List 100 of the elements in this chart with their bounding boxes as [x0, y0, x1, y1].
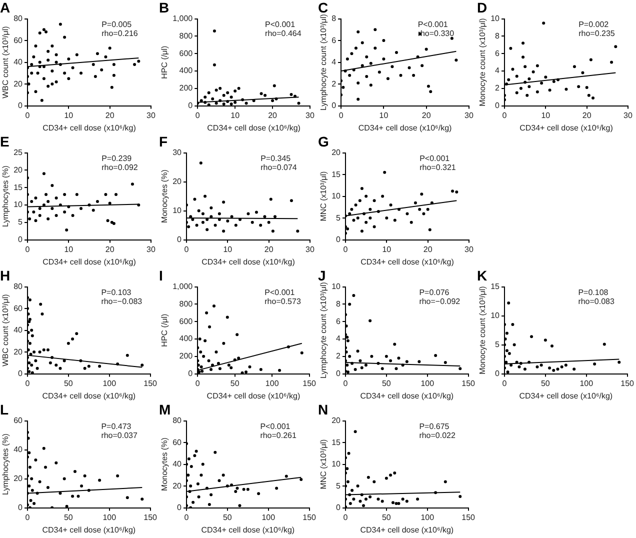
annotation: rho=−0.083 — [101, 297, 143, 306]
y-tick-label: 8 — [336, 299, 342, 308]
chart-title: B — [159, 0, 170, 16]
x-tick-label: 0 — [25, 378, 30, 388]
chart-title: D — [477, 0, 488, 16]
y-tick-label: 2 — [336, 352, 342, 361]
y-tick-label: 10 — [490, 14, 500, 24]
x-tick-label: 150 — [144, 378, 158, 388]
y-tick-label: 15 — [332, 438, 342, 447]
y-tick-label: 0 — [18, 235, 24, 244]
x-tick-label: 10 — [230, 110, 240, 120]
x-tick-label: 0 — [502, 110, 508, 120]
x-tick-label: 30 — [306, 110, 315, 120]
y-tick-label: 40 — [172, 460, 182, 469]
x-tick-label: 10 — [382, 244, 392, 254]
y-tick-label: 40 — [14, 326, 24, 335]
annotation: rho=0.235 — [578, 29, 616, 38]
x-tick-label: 0 — [195, 378, 200, 388]
y-tick-label: 10 — [332, 460, 342, 469]
chart-title: N — [318, 401, 328, 418]
x-tick-label: 0 — [343, 244, 348, 254]
y-tick-label: 20 — [14, 79, 24, 88]
y-tick-label: 0 — [336, 235, 342, 244]
chart-title: E — [0, 133, 10, 150]
x-tick-label: 0 — [195, 110, 200, 120]
y-tick-label: 0 — [18, 101, 24, 110]
y-tick-label: 0 — [336, 503, 342, 512]
y-tick-label: 15 — [14, 182, 24, 192]
y-tick-label: 0 — [177, 503, 182, 512]
x-axis-title: CD34+ cell dose (x10⁶/kg) — [520, 123, 614, 132]
x-axis-title: CD34+ cell dose (x10⁶/kg) — [42, 525, 136, 534]
x-tick-label: 50 — [64, 378, 74, 388]
annotation: rho=0.573 — [264, 297, 302, 306]
x-tick-label: 100 — [580, 378, 594, 388]
annotation: P=0.076 — [419, 288, 450, 298]
y-tick-label: 0 — [495, 369, 500, 378]
annotation: P<0.001 — [260, 422, 291, 432]
y-tick-label: 10 — [14, 200, 24, 210]
y-tick-label: 20 — [172, 177, 182, 186]
y-tick-label: 25 — [14, 148, 24, 158]
annotation: P=0.108 — [578, 288, 609, 298]
annotation: rho=0.022 — [419, 431, 456, 440]
y-tick-label: 5 — [495, 340, 500, 350]
y-tick-label: 6 — [332, 36, 337, 45]
x-tick-label: 50 — [230, 378, 240, 388]
y-tick-label: 0 — [18, 503, 24, 512]
x-tick-label: 30 — [146, 244, 156, 254]
y-tick-label: 0 — [188, 369, 194, 378]
annotation: P=0.005 — [102, 20, 132, 30]
x-tick-label: 20 — [264, 244, 274, 254]
annotation: P=0.675 — [419, 422, 450, 432]
y-tick-label: 10 — [332, 192, 342, 201]
x-tick-label: 20 — [422, 110, 432, 120]
y-tick-label: 2 — [332, 79, 337, 88]
x-tick-label: 100 — [420, 512, 435, 522]
y-tick-label: 0 — [177, 235, 182, 244]
y-tick-label: 4 — [332, 58, 337, 67]
y-tick-label: 0 — [188, 101, 194, 110]
y-tick-label: 6 — [336, 316, 342, 326]
y-tick-label: 60 — [14, 36, 24, 45]
y-tick-label: 6 — [495, 48, 500, 58]
x-tick-label: 0 — [343, 378, 348, 388]
x-axis-title: CD34+ cell dose (x10⁶/kg) — [202, 257, 296, 266]
x-tick-label: 30 — [464, 110, 474, 120]
y-axis-title: Lymphocyte count (x10³/μl) — [319, 282, 328, 378]
x-tick-label: 100 — [420, 378, 435, 388]
x-tick-label: 50 — [64, 512, 74, 522]
y-tick-label: 20 — [14, 347, 24, 356]
x-tick-label: 100 — [265, 378, 280, 388]
x-tick-label: 20 — [582, 110, 592, 120]
x-axis-title: CD34+ cell dose (x10⁶/kg) — [360, 257, 454, 266]
x-axis-title: CD34+ cell dose (x10⁶/kg) — [360, 525, 454, 534]
x-axis-title: CD34+ cell dose (x10⁶/kg) — [42, 257, 136, 266]
x-tick-label: 30 — [464, 244, 474, 254]
y-axis-title: HPC (/μl) — [160, 45, 170, 79]
y-tick-label: 5 — [336, 213, 342, 222]
y-tick-label: 4 — [336, 334, 342, 344]
annotation: rho=0.464 — [265, 29, 302, 38]
y-tick-label: 40 — [14, 58, 24, 67]
y-tick-label: 0 — [336, 369, 342, 378]
x-tick-label: 150 — [462, 512, 476, 522]
y-tick-label: 60 — [14, 304, 24, 313]
y-tick-label: 1,000 — [172, 14, 194, 24]
x-tick-label: 50 — [382, 378, 392, 388]
chart-title: J — [318, 267, 326, 284]
y-axis-title: HPC (/μl) — [160, 313, 170, 347]
x-tick-label: 10 — [379, 110, 389, 120]
y-axis-title: Monocyte count (x10³/μl) — [478, 18, 488, 106]
x-tick-label: 20 — [423, 244, 433, 254]
y-tick-label: 15 — [332, 170, 342, 179]
annotation: rho=0.321 — [420, 163, 456, 172]
y-tick-label: 0 — [332, 101, 337, 110]
annotation: rho=−0.092 — [419, 297, 461, 306]
x-axis-title: CD34+ cell dose (x10⁶/kg) — [42, 391, 136, 400]
y-tick-label: 80 — [172, 416, 182, 426]
y-axis-title: Monocytes (%) — [160, 169, 170, 223]
y-tick-label: 20 — [14, 474, 24, 484]
y-axis-title: MNC (x10³/μl) — [319, 439, 328, 490]
x-tick-label: 20 — [105, 110, 115, 120]
x-axis-title: CD34+ cell dose (x10⁶/kg) — [360, 391, 454, 400]
